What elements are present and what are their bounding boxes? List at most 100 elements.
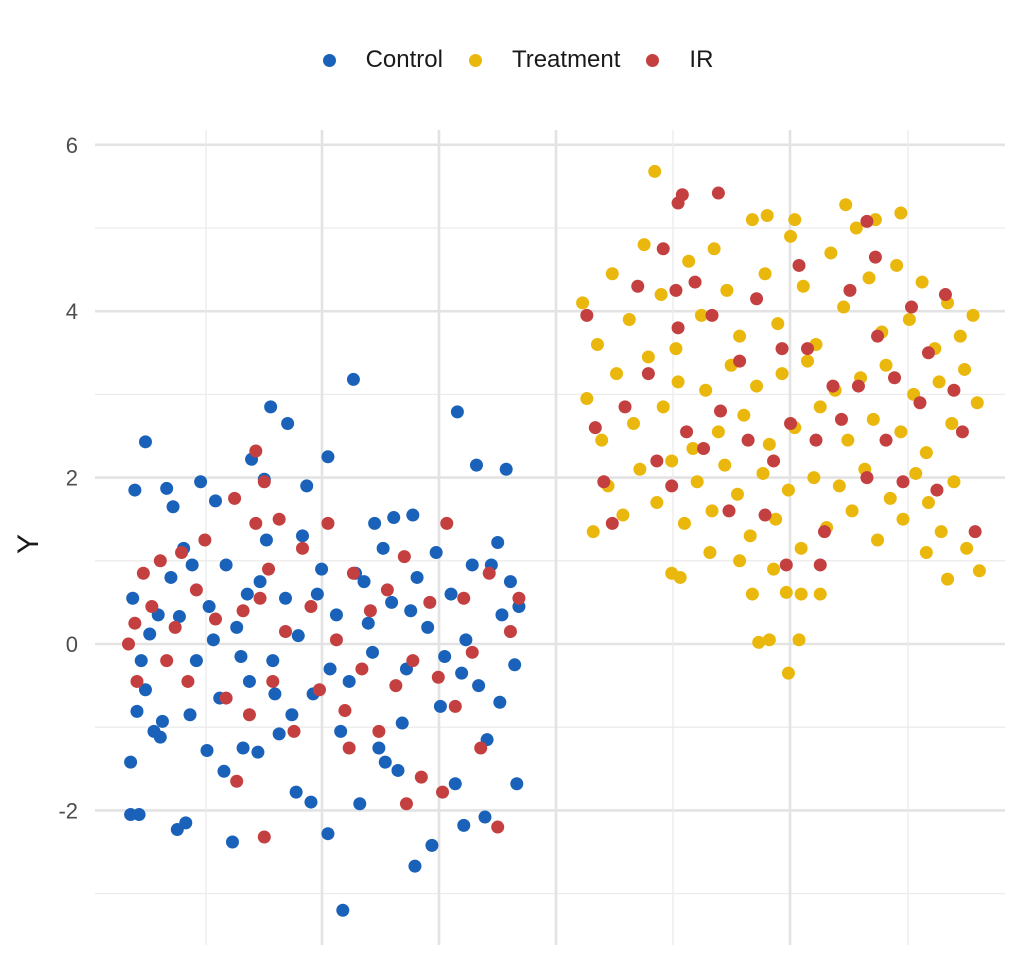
point-treatment — [576, 296, 590, 310]
point-treatment — [879, 358, 893, 372]
y-tick-label: 4 — [66, 299, 78, 324]
point-treatment — [794, 541, 808, 555]
point-ir — [656, 242, 670, 256]
point-treatment — [767, 562, 781, 576]
point-ir — [242, 708, 256, 722]
point-control — [225, 835, 239, 849]
point-ir — [775, 342, 789, 356]
point-control — [448, 777, 462, 791]
point-treatment — [762, 437, 776, 451]
point-control — [315, 562, 329, 576]
point-control — [372, 741, 386, 755]
point-ir — [512, 591, 526, 605]
point-ir — [266, 674, 280, 688]
point-treatment — [921, 496, 935, 510]
point-control — [459, 633, 473, 647]
point-ir — [342, 741, 356, 755]
point-control — [143, 627, 157, 641]
point-control — [346, 372, 360, 386]
legend-item-treatment: Treatment — [468, 46, 620, 74]
point-treatment — [590, 337, 604, 351]
point-ir — [826, 379, 840, 393]
point-control — [234, 649, 248, 663]
point-control — [281, 417, 295, 431]
point-control — [444, 587, 458, 601]
point-ir — [355, 662, 369, 676]
point-ir — [921, 346, 935, 360]
point-control — [300, 479, 314, 493]
point-treatment — [771, 317, 785, 331]
point-control — [404, 604, 418, 618]
point-treatment — [633, 462, 647, 476]
point-ir — [767, 454, 781, 468]
point-control — [510, 777, 524, 791]
y-tick-labels: -2 0 2 4 6 — [58, 133, 78, 824]
point-treatment — [656, 400, 670, 414]
point-control — [285, 708, 299, 722]
point-control — [321, 827, 335, 841]
point-control — [132, 808, 146, 822]
point-ir — [482, 566, 496, 580]
point-treatment — [972, 564, 986, 578]
point-ir — [287, 724, 301, 738]
point-ir — [279, 625, 293, 639]
point-treatment — [845, 504, 859, 518]
y-tick-label: -2 — [58, 798, 78, 823]
point-treatment — [758, 267, 772, 281]
point-treatment — [648, 164, 662, 178]
point-control — [357, 575, 371, 589]
point-ir — [189, 583, 203, 597]
point-treatment — [909, 466, 923, 480]
point-treatment — [669, 342, 683, 356]
legend: Control Treatment IR — [0, 42, 1036, 78]
point-ir — [272, 512, 286, 526]
point-control — [408, 859, 422, 873]
point-control — [295, 529, 309, 543]
point-treatment — [586, 525, 600, 539]
point-control — [130, 704, 144, 718]
point-control — [366, 645, 380, 659]
point-control — [236, 741, 250, 755]
point-ir — [399, 797, 413, 811]
point-ir — [618, 400, 632, 414]
point-treatment — [616, 508, 630, 522]
point-treatment — [705, 504, 719, 518]
point-treatment — [673, 570, 687, 584]
point-treatment — [866, 412, 880, 426]
point-treatment — [932, 375, 946, 389]
point-treatment — [703, 545, 717, 559]
point-control — [438, 649, 452, 663]
point-ir — [813, 558, 827, 572]
point-treatment — [862, 271, 876, 285]
y-axis-label: Y — [12, 534, 45, 554]
point-ir — [597, 475, 611, 489]
point-ir — [130, 674, 144, 688]
point-ir — [697, 441, 711, 455]
point-ir — [688, 275, 702, 289]
point-treatment — [775, 367, 789, 381]
point-control — [425, 838, 439, 852]
point-treatment — [637, 238, 651, 252]
point-control — [495, 608, 509, 622]
point-control — [134, 654, 148, 668]
point-ir — [705, 308, 719, 322]
point-control — [385, 595, 399, 609]
point-ir — [257, 830, 271, 844]
point-ir — [733, 354, 747, 368]
point-ir — [913, 396, 927, 410]
point-ir — [160, 654, 174, 668]
point-ir — [843, 283, 857, 297]
point-treatment — [733, 554, 747, 568]
point-control — [124, 755, 138, 769]
point-treatment — [890, 258, 904, 272]
point-control — [433, 699, 447, 713]
point-ir — [406, 654, 420, 668]
point-control — [361, 616, 375, 630]
point-ir — [304, 600, 318, 614]
point-ir — [465, 645, 479, 659]
point-ir — [938, 288, 952, 302]
point-treatment — [781, 666, 795, 680]
point-control — [334, 724, 348, 738]
point-ir — [372, 724, 386, 738]
point-control — [202, 600, 216, 614]
